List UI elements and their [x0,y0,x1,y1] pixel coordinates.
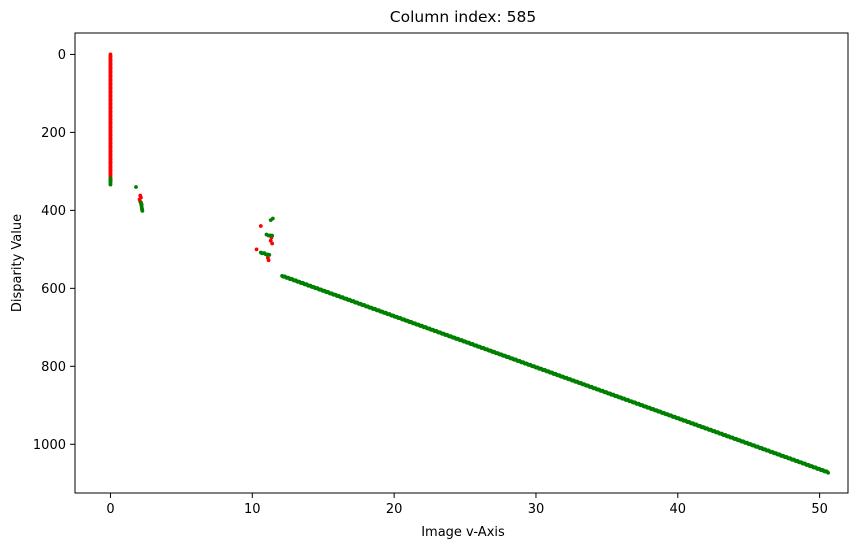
data-point [134,185,138,189]
x-tick-label: 40 [670,502,687,517]
plot-frame [74,32,849,494]
y-tick-label: 400 [41,204,66,219]
data-point [266,258,271,263]
data-point [270,233,275,238]
x-axis-label: Image v-Axis [421,525,505,540]
x-tick-label: 10 [244,502,261,517]
series-0 [108,52,275,263]
y-tick-label: 600 [41,282,66,297]
data-point [254,247,259,252]
y-axis-label: Disparity Value [10,214,25,312]
x-tick-label: 50 [811,502,828,517]
axes: 0 10 20 30 40 50 0 200 400 600 800 1000 [33,32,849,517]
scatter-points [108,52,831,475]
data-point [270,241,275,246]
x-tick-label: 30 [528,502,545,517]
y-tick-label: 1000 [33,438,66,453]
data-point [138,193,143,198]
x-tick-label: 20 [386,502,403,517]
y-tick-label: 0 [58,48,66,63]
data-point [270,216,275,221]
y-tick-label: 800 [41,360,66,375]
y-tick-label: 200 [41,126,66,141]
data-point [826,470,831,475]
x-tick-label: 0 [106,502,114,517]
series-1 [108,176,831,475]
data-point [258,224,263,228]
data-point [140,208,145,213]
data-point [267,253,272,257]
data-point [108,182,113,187]
chart-title: Column index: 585 [390,8,536,26]
